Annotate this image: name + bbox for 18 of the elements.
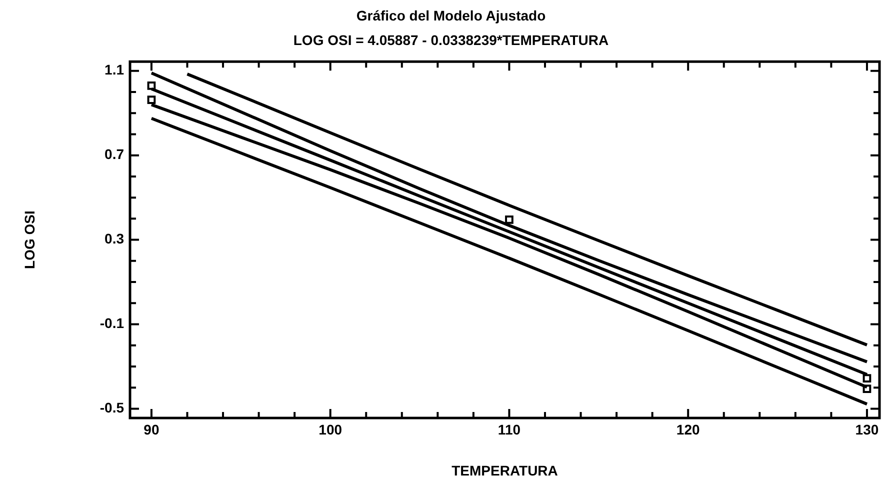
x-axis-title: TEMPERATURA — [452, 462, 558, 478]
y-tick-label: -0.1 — [100, 315, 124, 332]
y-tick-label: 0.7 — [104, 146, 124, 162]
point — [147, 96, 156, 104]
y-axis-title: LOG OSI — [21, 210, 38, 269]
x-tick-label: 110 — [498, 421, 521, 438]
x-tick-label: 90 — [144, 421, 160, 438]
chart-subtitle: LOG OSI = 4.05887 - 0.0338239*TEMPERATURA — [293, 32, 609, 48]
x-tick-label: 120 — [676, 421, 700, 438]
point — [505, 216, 514, 224]
y-tick-label: 0.3 — [104, 230, 124, 247]
chart-title: Gráfico del Modelo Ajustado — [356, 7, 546, 24]
point — [147, 81, 156, 90]
y-tick-label: -0.5 — [100, 400, 124, 416]
x-tick-label: 130 — [855, 421, 879, 438]
point — [862, 374, 872, 382]
x-tick-label: 100 — [318, 421, 342, 438]
y-tick-label: 1.1 — [104, 62, 124, 78]
